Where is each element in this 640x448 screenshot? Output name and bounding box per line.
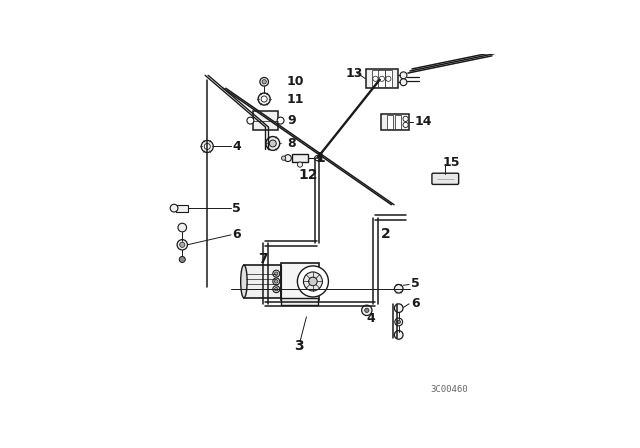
Circle shape [261, 96, 268, 102]
Text: 15: 15 [442, 156, 460, 169]
Bar [365, 69, 398, 88]
Text: 9: 9 [287, 114, 296, 127]
Circle shape [275, 280, 278, 283]
Circle shape [298, 266, 328, 297]
Circle shape [277, 117, 284, 124]
Text: 11: 11 [287, 93, 305, 106]
Circle shape [273, 278, 280, 285]
Circle shape [298, 162, 303, 167]
Circle shape [397, 320, 401, 324]
Circle shape [273, 286, 280, 293]
Circle shape [247, 117, 254, 124]
Circle shape [284, 155, 291, 162]
Circle shape [308, 277, 317, 286]
Circle shape [394, 331, 403, 339]
Text: 14: 14 [414, 116, 432, 129]
Circle shape [179, 256, 185, 263]
Text: 8: 8 [287, 137, 296, 150]
Bar [176, 205, 188, 211]
Text: 3C00460: 3C00460 [431, 385, 468, 394]
Circle shape [394, 304, 403, 313]
Text: 7: 7 [258, 252, 268, 266]
Circle shape [170, 204, 178, 212]
Text: 12: 12 [299, 168, 318, 182]
Circle shape [275, 288, 278, 291]
Text: 4: 4 [232, 140, 241, 153]
Circle shape [262, 80, 266, 84]
Circle shape [204, 143, 211, 150]
Bar [385, 70, 392, 87]
Bar [282, 298, 318, 305]
Circle shape [303, 272, 323, 291]
Circle shape [365, 308, 369, 313]
Text: 10: 10 [287, 75, 305, 88]
Bar [381, 114, 408, 129]
Circle shape [180, 242, 185, 247]
Circle shape [177, 240, 188, 250]
Circle shape [395, 318, 403, 326]
Text: 5: 5 [232, 202, 241, 215]
Text: 4: 4 [366, 312, 374, 325]
Bar [292, 154, 308, 163]
Circle shape [403, 122, 408, 128]
Bar [244, 265, 280, 298]
Circle shape [315, 155, 320, 161]
Circle shape [269, 140, 276, 147]
Bar [372, 70, 379, 87]
Circle shape [282, 156, 285, 160]
Circle shape [266, 137, 280, 151]
Bar [396, 115, 401, 129]
Circle shape [394, 284, 403, 293]
Bar [253, 111, 278, 130]
Circle shape [178, 223, 187, 232]
Circle shape [258, 93, 270, 105]
Circle shape [400, 72, 407, 79]
FancyBboxPatch shape [432, 173, 459, 185]
Circle shape [273, 270, 280, 277]
Circle shape [275, 272, 278, 276]
Circle shape [260, 78, 269, 86]
Circle shape [400, 79, 407, 86]
Circle shape [362, 305, 372, 315]
Text: 13: 13 [345, 67, 363, 80]
Circle shape [386, 76, 391, 82]
Circle shape [201, 140, 213, 152]
Circle shape [380, 76, 385, 82]
Text: 6: 6 [232, 228, 241, 241]
Text: 2: 2 [381, 227, 390, 241]
Circle shape [403, 116, 408, 121]
Text: 3: 3 [294, 339, 304, 353]
Bar [378, 70, 385, 87]
Ellipse shape [241, 265, 247, 298]
Text: 6: 6 [411, 297, 419, 310]
Circle shape [373, 76, 378, 82]
Text: 5: 5 [411, 277, 420, 290]
Bar [280, 263, 319, 300]
Text: 1: 1 [316, 151, 326, 165]
Bar [387, 115, 393, 129]
